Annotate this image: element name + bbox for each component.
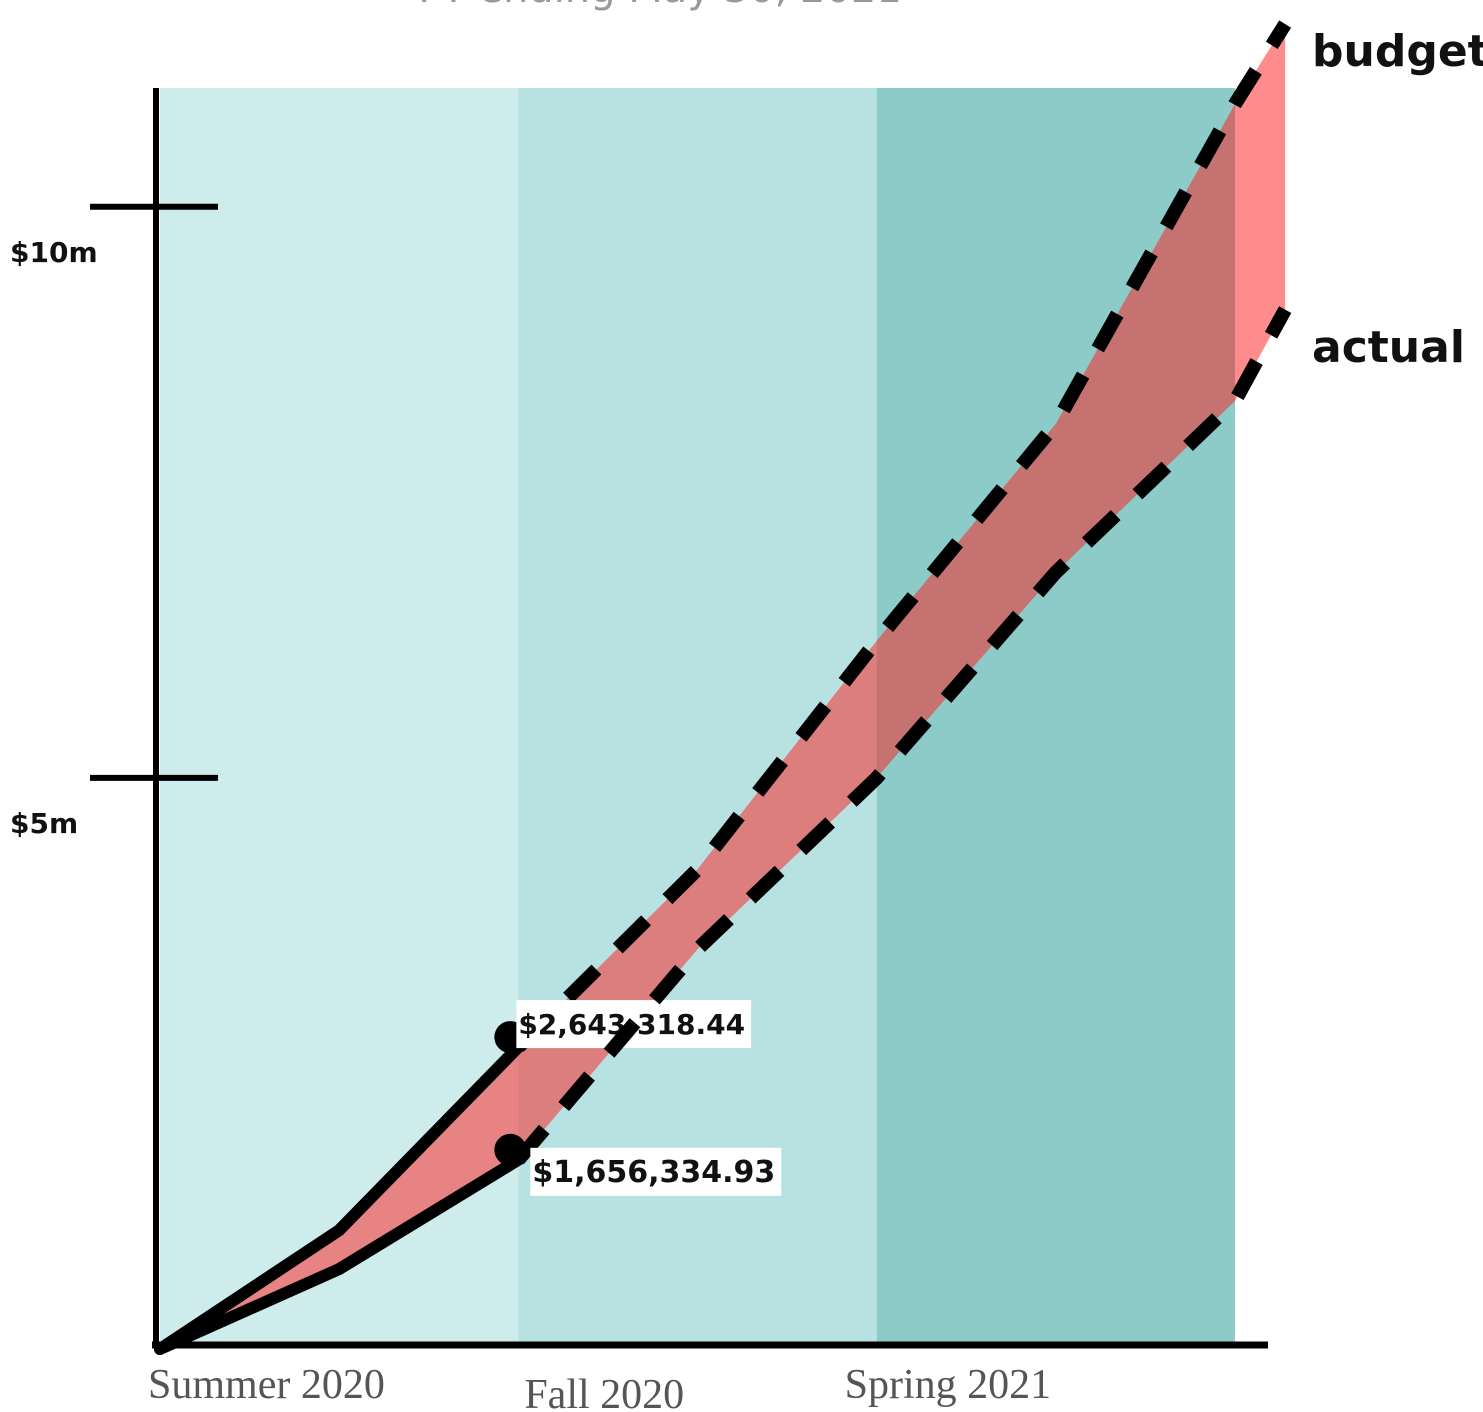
y-tick-label: $5m	[10, 807, 78, 840]
x-tick-label: Summer 2020	[148, 1362, 385, 1408]
forecast-line	[513, 20, 1292, 1053]
label-bg	[530, 1147, 782, 1196]
y-tick-label: $10m	[10, 236, 98, 269]
line	[154, 1153, 525, 1355]
series-label: actual	[1312, 322, 1465, 373]
line	[154, 1041, 525, 1355]
series-label: budget	[1312, 26, 1483, 77]
x-tick-label: Fall 2020	[524, 1372, 684, 1412]
forecast-line	[513, 306, 1292, 1165]
chart-title: FY ending May 30, 2021	[418, 0, 902, 12]
point	[494, 1133, 527, 1166]
data-label: $1,656,334.93	[532, 1155, 775, 1190]
x-tick-label: Spring 2021	[845, 1362, 1052, 1408]
